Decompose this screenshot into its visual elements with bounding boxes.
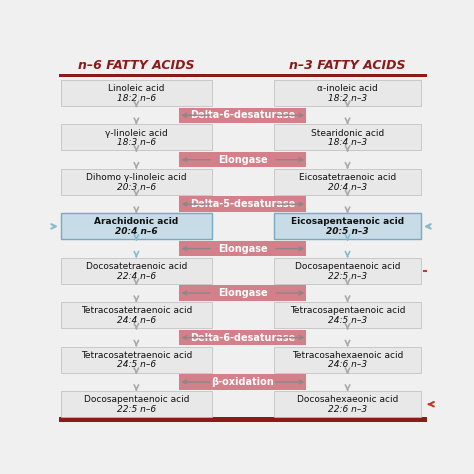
- Text: 20:4 n–3: 20:4 n–3: [328, 182, 367, 191]
- Bar: [274, 213, 421, 239]
- Bar: [61, 302, 212, 328]
- Text: Delta-5-desaturase: Delta-5-desaturase: [190, 199, 296, 209]
- Text: Elongase: Elongase: [218, 288, 268, 298]
- Text: Eicosapentaenoic acid: Eicosapentaenoic acid: [291, 218, 404, 227]
- Text: 18:2 n–3: 18:2 n–3: [328, 94, 367, 103]
- Text: Docosahexaeonic acid: Docosahexaeonic acid: [297, 395, 398, 404]
- Text: Delta-6-desaturase: Delta-6-desaturase: [190, 110, 296, 120]
- Bar: [61, 391, 212, 417]
- Bar: [274, 80, 421, 106]
- Bar: [274, 125, 421, 150]
- Bar: [179, 197, 307, 212]
- Text: Tetracosatetraenoic acid: Tetracosatetraenoic acid: [81, 351, 192, 360]
- Text: 24:6 n–3: 24:6 n–3: [328, 360, 367, 369]
- Text: 22:6 n–3: 22:6 n–3: [328, 405, 367, 414]
- Bar: [179, 374, 307, 390]
- Text: Eicosatetraenoic acid: Eicosatetraenoic acid: [299, 173, 396, 182]
- Text: 18:3 n–6: 18:3 n–6: [117, 138, 156, 147]
- Bar: [61, 258, 212, 284]
- Bar: [274, 169, 421, 195]
- Text: Delta-6-desaturase: Delta-6-desaturase: [190, 333, 296, 343]
- Bar: [179, 152, 307, 167]
- Text: α-inoleic acid: α-inoleic acid: [317, 84, 378, 93]
- Bar: [61, 80, 212, 106]
- Text: Dihomo γ-linoleic acid: Dihomo γ-linoleic acid: [86, 173, 187, 182]
- Text: Docosapentaenoic acid: Docosapentaenoic acid: [83, 395, 189, 404]
- Bar: [59, 417, 427, 422]
- Text: Tetracosatetraenoic acid: Tetracosatetraenoic acid: [81, 306, 192, 315]
- Text: 22:5 n–6: 22:5 n–6: [117, 405, 156, 414]
- Text: 20:3 n–6: 20:3 n–6: [117, 182, 156, 191]
- Text: Arachidonic acid: Arachidonic acid: [94, 218, 179, 227]
- Bar: [61, 125, 212, 150]
- Bar: [274, 346, 421, 373]
- Text: 22:5 n–3: 22:5 n–3: [328, 272, 367, 281]
- Bar: [179, 241, 307, 256]
- Text: Docosapentaenoic acid: Docosapentaenoic acid: [295, 262, 401, 271]
- Bar: [274, 302, 421, 328]
- Text: Tetracosahexaenoic acid: Tetracosahexaenoic acid: [292, 351, 403, 360]
- Bar: [179, 285, 307, 301]
- Text: 20:4 n–6: 20:4 n–6: [115, 227, 158, 236]
- Text: Stearidonic acid: Stearidonic acid: [311, 128, 384, 137]
- Text: 18:2 n–6: 18:2 n–6: [117, 94, 156, 103]
- Text: Linoleic acid: Linoleic acid: [108, 84, 164, 93]
- Text: γ-linoleic acid: γ-linoleic acid: [105, 128, 168, 137]
- Bar: [59, 74, 427, 77]
- Bar: [179, 330, 307, 345]
- Bar: [274, 258, 421, 284]
- Text: Docosatetraenoic acid: Docosatetraenoic acid: [86, 262, 187, 271]
- Bar: [274, 391, 421, 417]
- Text: 24:5 n–3: 24:5 n–3: [328, 316, 367, 325]
- Text: 24:5 n–6: 24:5 n–6: [117, 360, 156, 369]
- Text: β-oxidation: β-oxidation: [211, 377, 274, 387]
- Bar: [61, 169, 212, 195]
- Text: Elongase: Elongase: [218, 244, 268, 254]
- Text: n–3 FATTY ACIDS: n–3 FATTY ACIDS: [289, 59, 406, 72]
- Text: Elongase: Elongase: [218, 155, 268, 164]
- Bar: [179, 108, 307, 123]
- Text: Tetracosapentaenoic acid: Tetracosapentaenoic acid: [290, 306, 405, 315]
- Text: 22:4 n–6: 22:4 n–6: [117, 272, 156, 281]
- Bar: [61, 213, 212, 239]
- Text: 20:5 n–3: 20:5 n–3: [326, 227, 369, 236]
- Text: 18:4 n–3: 18:4 n–3: [328, 138, 367, 147]
- Bar: [59, 57, 427, 74]
- Bar: [61, 346, 212, 373]
- Text: 24:4 n–6: 24:4 n–6: [117, 316, 156, 325]
- Text: n–6 FATTY ACIDS: n–6 FATTY ACIDS: [78, 59, 195, 72]
